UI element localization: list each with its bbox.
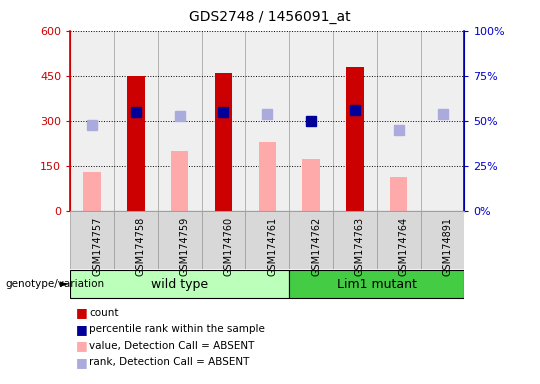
Text: GSM174760: GSM174760 — [224, 217, 233, 276]
Text: wild type: wild type — [151, 278, 208, 291]
Bar — [70, 211, 114, 269]
Bar — [302, 159, 320, 211]
Bar — [158, 31, 201, 211]
Bar — [114, 211, 158, 269]
Text: value, Detection Call = ABSENT: value, Detection Call = ABSENT — [89, 341, 254, 351]
Text: GSM174891: GSM174891 — [442, 217, 453, 276]
Text: ■: ■ — [76, 339, 87, 353]
Text: percentile rank within the sample: percentile rank within the sample — [89, 324, 265, 334]
Text: count: count — [89, 308, 119, 318]
Bar — [390, 177, 408, 211]
Text: ►: ► — [59, 279, 68, 289]
Text: rank, Detection Call = ABSENT: rank, Detection Call = ABSENT — [89, 358, 249, 367]
Text: GSM174757: GSM174757 — [92, 217, 102, 276]
Bar — [245, 211, 289, 269]
Text: ■: ■ — [76, 323, 87, 336]
Bar — [377, 31, 421, 211]
Bar — [83, 172, 101, 211]
Text: genotype/variation: genotype/variation — [5, 279, 105, 289]
Bar — [201, 211, 245, 269]
Bar — [421, 211, 464, 269]
Text: GSM174764: GSM174764 — [399, 217, 409, 276]
Bar — [421, 31, 464, 211]
Bar — [70, 31, 114, 211]
Bar — [333, 31, 377, 211]
Bar — [333, 211, 377, 269]
Bar — [259, 142, 276, 211]
Text: Lim1 mutant: Lim1 mutant — [337, 278, 417, 291]
Bar — [158, 211, 201, 269]
Text: GDS2748 / 1456091_at: GDS2748 / 1456091_at — [189, 10, 351, 23]
Text: GSM174763: GSM174763 — [355, 217, 365, 276]
Bar — [127, 76, 145, 211]
Bar — [171, 151, 188, 211]
Text: ■: ■ — [76, 356, 87, 369]
Bar — [289, 211, 333, 269]
Text: GSM174759: GSM174759 — [180, 217, 190, 276]
Text: GSM174758: GSM174758 — [136, 217, 146, 276]
Bar — [245, 31, 289, 211]
Text: GSM174761: GSM174761 — [267, 217, 278, 276]
Bar — [377, 211, 421, 269]
Text: ■: ■ — [76, 306, 87, 319]
Bar — [114, 31, 158, 211]
Bar — [346, 67, 363, 211]
Bar — [201, 31, 245, 211]
Bar — [289, 31, 333, 211]
Bar — [215, 73, 232, 211]
Bar — [70, 270, 289, 298]
Text: GSM174762: GSM174762 — [311, 217, 321, 276]
Bar — [289, 270, 464, 298]
